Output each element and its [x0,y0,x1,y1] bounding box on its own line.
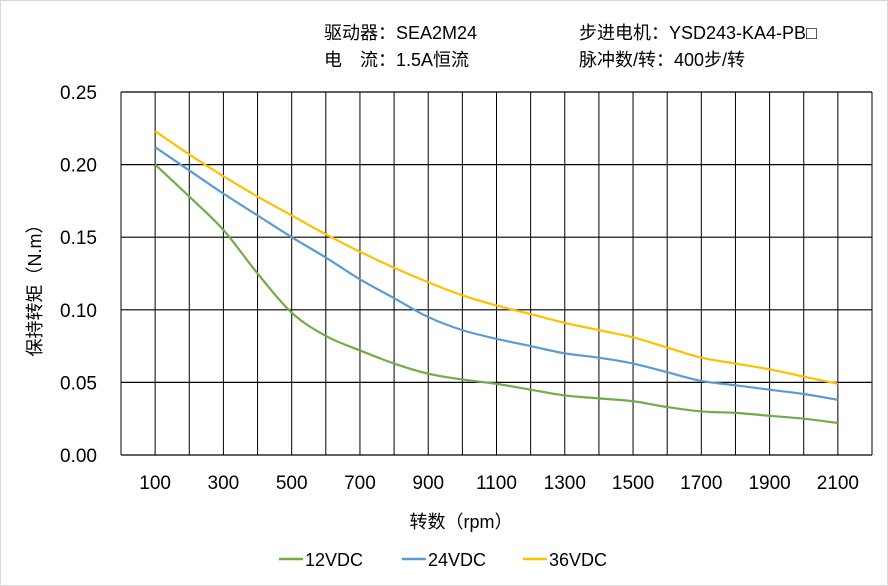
driver-info: 驱动器：SEA2M24 [324,23,478,43]
legend-label-12VDC: 12VDC [305,550,363,570]
motor-info: 步进电机：YSD243-KA4-PB□ [579,23,817,43]
y-tick-label: 0.25 [60,83,97,104]
y-tick-label: 0.00 [60,446,97,467]
x-tick-label: 2100 [817,473,859,494]
y-tick-label: 0.15 [60,228,97,249]
x-tick-label: 1100 [476,473,517,494]
x-tick-label: 500 [276,473,308,494]
y-tick-label: 0.20 [60,156,97,177]
x-tick-label: 900 [412,473,444,494]
y-tick-label: 0.05 [60,373,97,394]
y-tick-label: 0.10 [60,301,97,322]
current-info: 电 流：1.5A恒流 [324,50,470,70]
series-line-36VDC [154,130,839,385]
y-axis-label: 保持转矩（N.m） [25,216,45,357]
legend-label-24VDC: 24VDC [428,550,486,570]
x-tick-label: 1300 [544,473,586,494]
series-line-24VDC [154,146,839,401]
x-tick-label: 1500 [612,473,654,494]
x-tick-label: 700 [344,473,376,494]
x-tick-label: 300 [208,473,240,494]
x-tick-label: 100 [139,473,171,494]
pulses-info: 脉冲数/转：400步/转 [579,50,746,70]
x-axis-label: 转数（rpm） [410,512,513,532]
x-tick-label: 1900 [748,473,790,494]
x-tick-label: 1700 [680,473,722,494]
legend-label-36VDC: 36VDC [549,550,607,570]
series-line-12VDC [154,163,839,425]
